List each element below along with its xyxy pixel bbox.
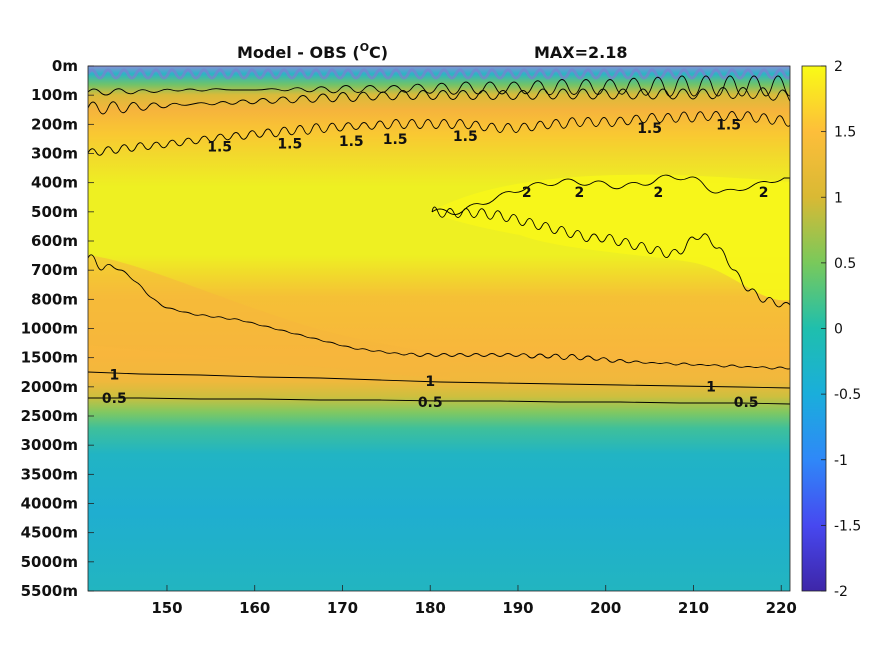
contour-line-0.5-surface (88, 75, 790, 97)
contour-label-2: 2 (575, 185, 585, 201)
contour-label-2: 2 (522, 185, 532, 201)
y-tick-label: 700m (31, 261, 78, 279)
contour-label-1: 1 (109, 368, 119, 384)
contour-label-0-5: 0.5 (418, 395, 443, 411)
x-tick-label: 220 (766, 599, 797, 617)
colorbar-tick-label: 0 (834, 322, 843, 338)
y-tick-label: 800m (31, 290, 78, 308)
y-tick-label: 5500m (21, 582, 78, 600)
colorbar-ticks: 2 1.5 1 0.5 0 -0.5 -1 -1.5 -2 (821, 59, 861, 600)
x-tick-label: 210 (678, 599, 709, 617)
contour-label-1-5: 1.5 (716, 118, 741, 134)
heatmap-field (88, 66, 790, 591)
y-tick-label: 2500m (21, 407, 78, 425)
contour-label-1-5: 1.5 (277, 136, 302, 152)
contour-label-1: 1 (425, 374, 435, 390)
colorbar-tick-label: -1.5 (834, 518, 861, 534)
y-tick-label: 3500m (21, 465, 78, 483)
x-tick-label: 170 (327, 599, 358, 617)
contour-label-1-5: 1.5 (383, 132, 408, 148)
colorbar-tick-label: 0.5 (834, 256, 856, 272)
y-tick-label: 3000m (21, 436, 78, 454)
y-tick-label: 500m (31, 203, 78, 221)
colorbar-tick-label: -2 (834, 584, 848, 600)
x-tick-label: 150 (151, 599, 182, 617)
y-tick-label: 600m (31, 232, 78, 250)
contour-line-1-surface (88, 87, 790, 115)
x-tick-label: 190 (502, 599, 533, 617)
y-tick-label: 5000m (21, 553, 78, 571)
colorbar-tick-label: 2 (834, 59, 843, 75)
contour-label-1-5: 1.5 (207, 139, 232, 155)
contour-label-1-5: 1.5 (637, 121, 662, 137)
contour-label-0-5: 0.5 (102, 391, 127, 407)
x-axis-ticks: 150 160 170 180 190 200 210 220 (151, 585, 797, 617)
contour-label-0-5: 0.5 (734, 395, 759, 411)
y-tick-label: 100m (31, 86, 78, 104)
colorbar-tick-label: 1.5 (834, 125, 856, 141)
y-tick-label: 4500m (21, 524, 78, 542)
contour-label-2: 2 (759, 185, 769, 201)
colorbar-tick-label: -1 (834, 453, 848, 469)
x-tick-label: 160 (239, 599, 270, 617)
y-tick-label: 1500m (21, 349, 78, 367)
y-tick-label: 400m (31, 174, 78, 192)
contour-line-2-lobe (431, 174, 790, 308)
max-label: MAX=2.18 (534, 43, 628, 62)
contour-line-1-deep (88, 371, 790, 389)
contour-line-1.5-upper (88, 111, 790, 156)
y-tick-label: 0m (52, 57, 78, 75)
colorbar-tick-label: 1 (834, 190, 843, 206)
contour-label-1-5: 1.5 (453, 129, 478, 145)
colorbar-tick-label: -0.5 (834, 387, 861, 403)
y-tick-label: 200m (31, 115, 78, 133)
chart-title: Model - OBS (OC) (237, 41, 388, 62)
x-tick-label: 200 (590, 599, 621, 617)
contour-line-1.5-lower (88, 254, 790, 370)
y-tick-label: 1000m (21, 320, 78, 338)
contour-labels: 0.5 0.5 0.5 1 1 1 1.5 1.5 1.5 1.5 1.5 1.5 1.5 2 2 2 2 (102, 118, 769, 411)
contour-label-2: 2 (654, 185, 664, 201)
y-tick-label: 2000m (21, 378, 78, 396)
y-tick-label: 4000m (21, 495, 78, 513)
contour-label-1: 1 (706, 379, 716, 395)
contour-lines (88, 75, 790, 405)
contour-line-0.5-deep (88, 397, 790, 405)
x-tick-label: 180 (415, 599, 446, 617)
y-tick-label: 300m (31, 145, 78, 163)
y-axis-ticks: 0m 100m 200m 300m 400m 500m 600m 700m 800m 1000m 1… (21, 57, 94, 600)
contour-label-1-5: 1.5 (339, 134, 364, 150)
